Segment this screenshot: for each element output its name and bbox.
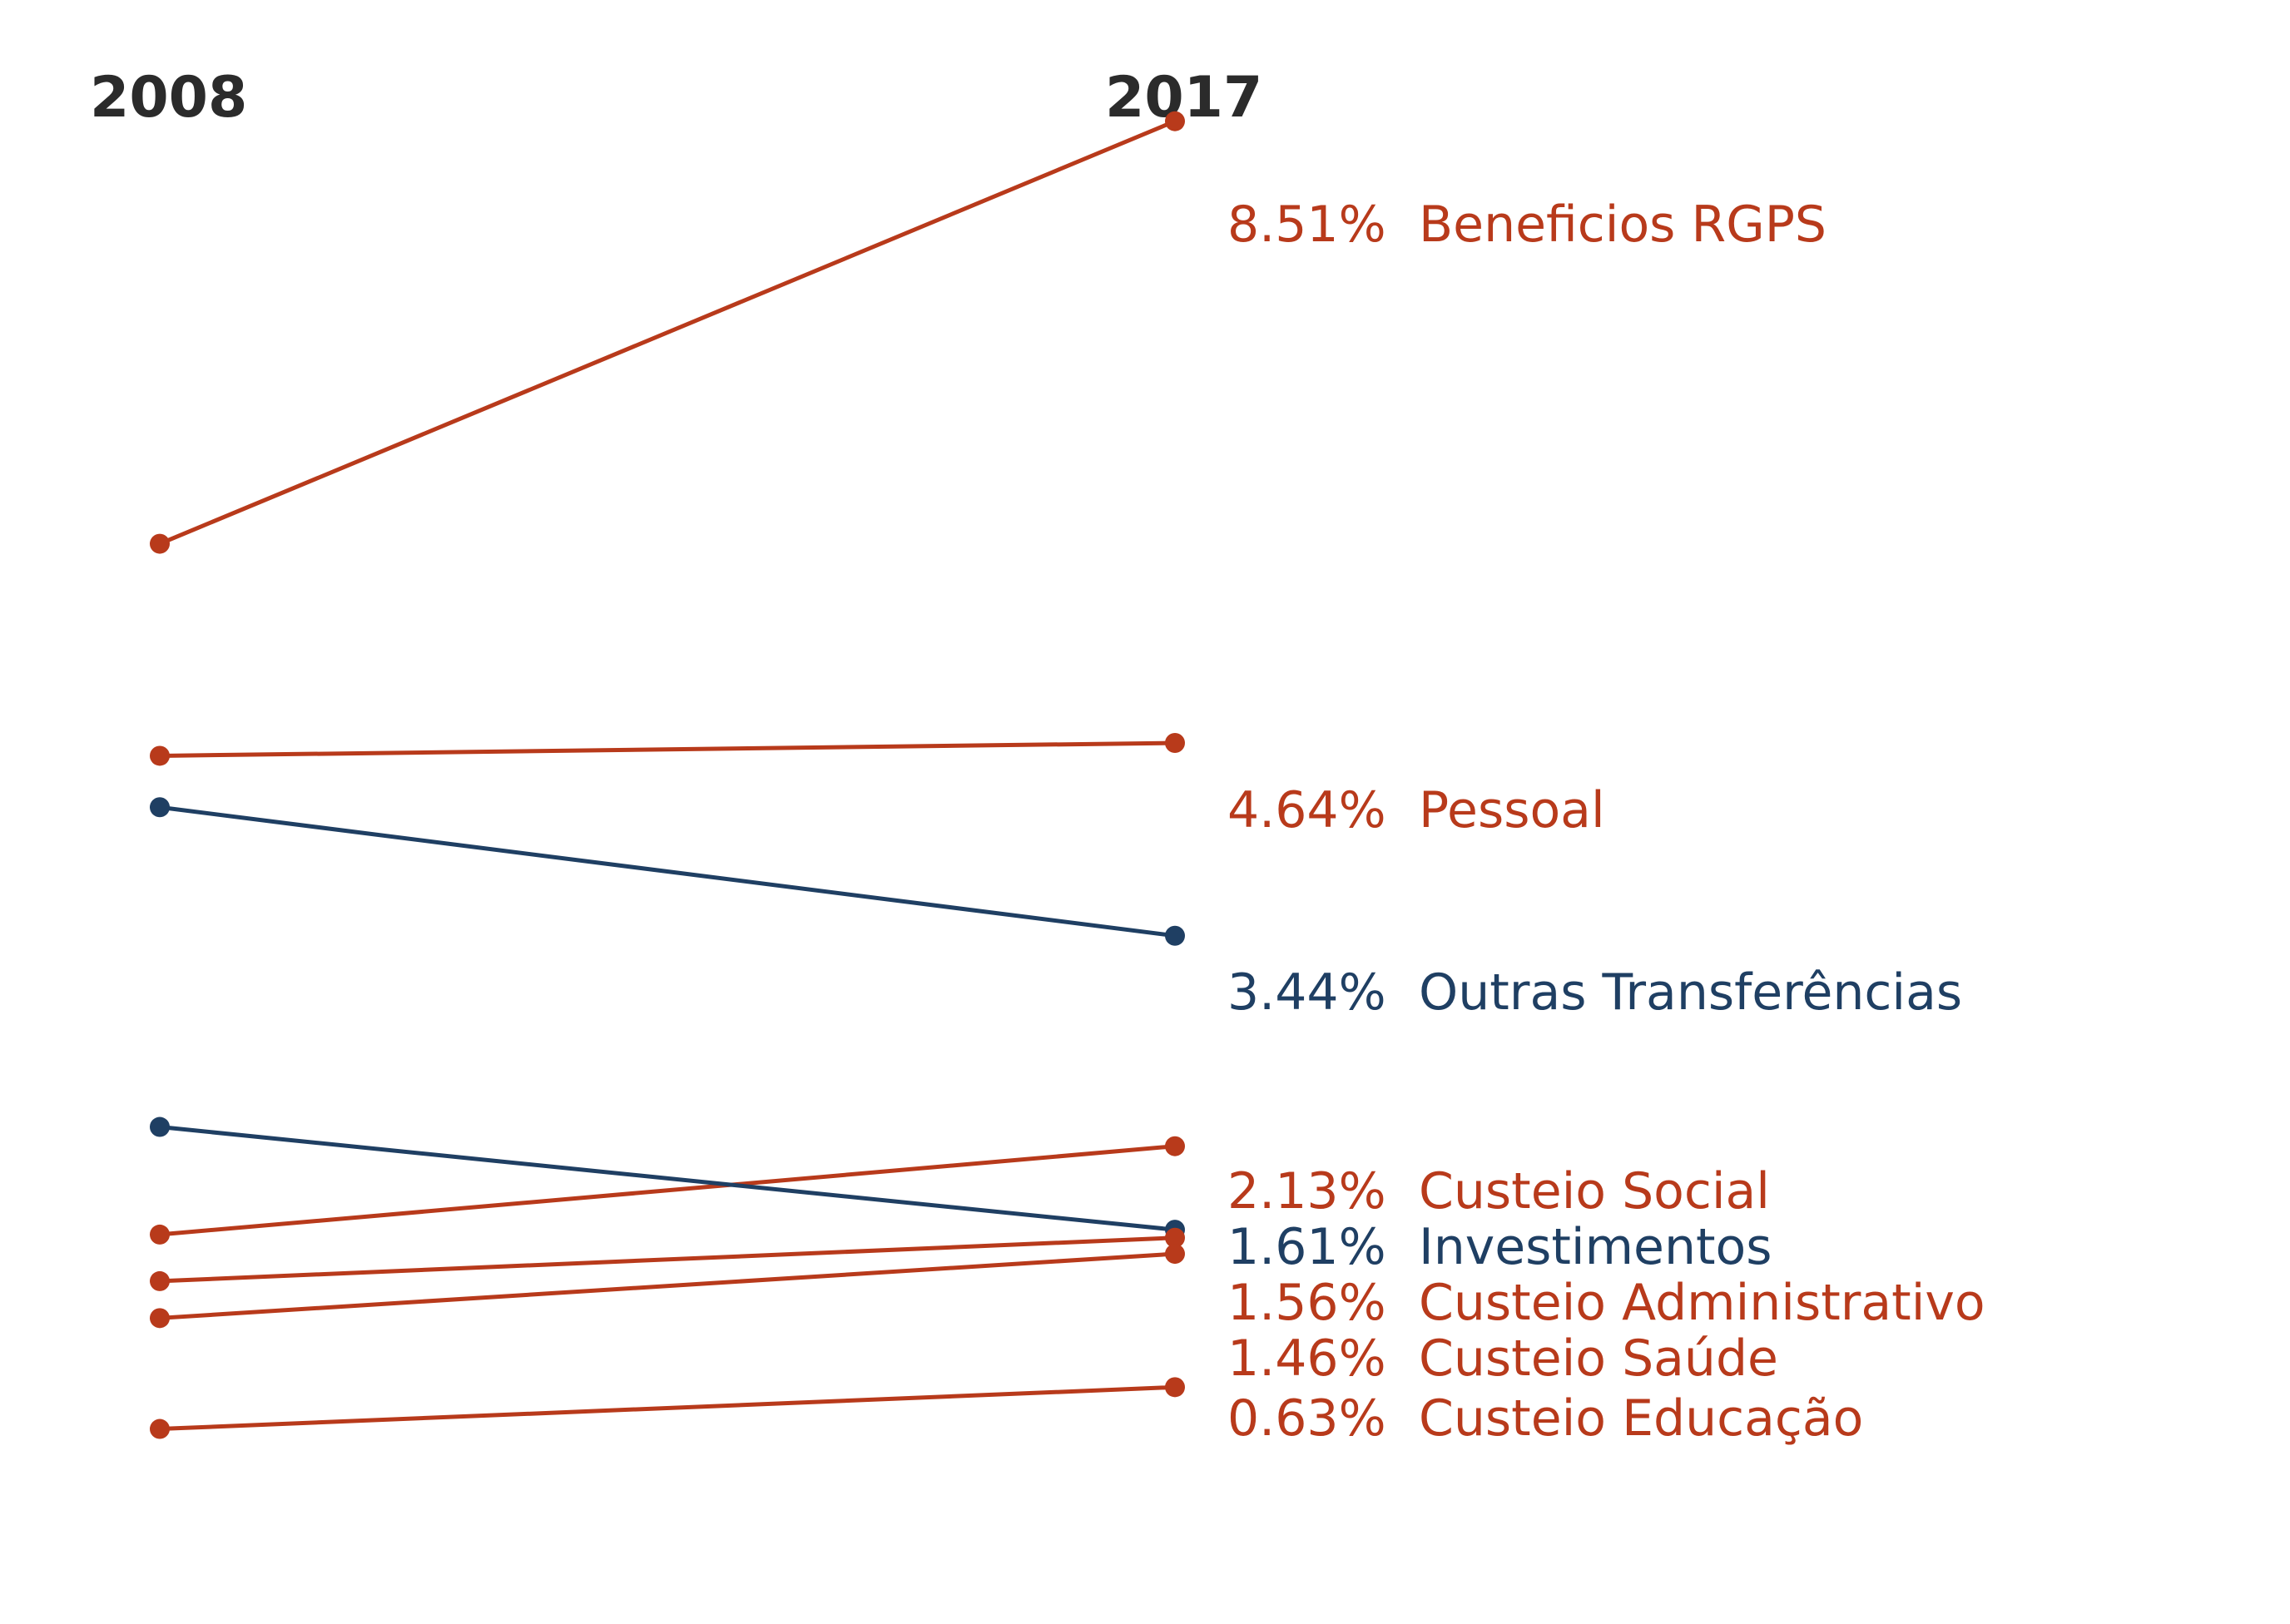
- point-custeio-educacao-2008: [150, 1419, 170, 1439]
- series-line-custeio-administrativo: [159, 1235, 1176, 1284]
- point-custeio-social-2008: [150, 1224, 170, 1245]
- value-label-custeio-social: 2.13%: [1227, 1162, 1386, 1220]
- point-investimentos-2008: [150, 1116, 170, 1137]
- value-label-pessoal: 4.64%: [1227, 781, 1386, 839]
- point-custeio-saude-2017: [1165, 1244, 1185, 1265]
- point-outras-transferencias-2008: [150, 797, 170, 818]
- series-label-pessoal: Pessoal: [1419, 781, 1605, 839]
- value-label-custeio-educacao: 0.63%: [1227, 1389, 1386, 1448]
- series-label-outras-transferencias: Outras Transferências: [1419, 963, 1962, 1022]
- series-line-investimentos: [159, 1125, 1176, 1232]
- point-custeio-social-2017: [1165, 1136, 1185, 1156]
- point-beneficios-rgps-2017: [1165, 111, 1185, 131]
- series-label-investimentos: Investimentos: [1419, 1218, 1772, 1276]
- point-pessoal-2008: [150, 745, 170, 766]
- series-label-custeio-administrativo: Custeio Administrativo: [1419, 1274, 1985, 1332]
- point-pessoal-2017: [1165, 733, 1185, 754]
- point-beneficios-rgps-2008: [150, 533, 170, 554]
- point-custeio-educacao-2017: [1165, 1377, 1185, 1398]
- series-line-custeio-social: [159, 1144, 1176, 1237]
- series-line-pessoal: [159, 740, 1176, 758]
- series-line-outras-transferencias: [159, 805, 1176, 938]
- year-label-2008: 2008: [90, 65, 247, 131]
- series-line-custeio-saude: [159, 1251, 1176, 1320]
- point-custeio-administrativo-2008: [150, 1270, 170, 1291]
- series-line-custeio-educacao: [159, 1384, 1176, 1432]
- value-label-beneficios-rgps: 8.51%: [1227, 196, 1386, 254]
- point-custeio-saude-2008: [150, 1308, 170, 1329]
- point-outras-transferencias-2017: [1165, 925, 1185, 946]
- value-label-investimentos: 1.61%: [1227, 1218, 1386, 1276]
- series-label-custeio-social: Custeio Social: [1419, 1162, 1770, 1220]
- series-label-custeio-saude: Custeio Saúde: [1419, 1329, 1778, 1388]
- series-label-custeio-educacao: Custeio Educação: [1419, 1389, 1863, 1448]
- point-custeio-administrativo-2017: [1165, 1227, 1185, 1248]
- value-label-outras-transferencias: 3.44%: [1227, 963, 1386, 1022]
- series-line-beneficios-rgps: [159, 119, 1176, 546]
- value-label-custeio-administrativo: 1.56%: [1227, 1274, 1386, 1332]
- value-label-custeio-saude: 1.46%: [1227, 1329, 1386, 1388]
- series-label-beneficios-rgps: Beneficios RGPS: [1419, 196, 1827, 254]
